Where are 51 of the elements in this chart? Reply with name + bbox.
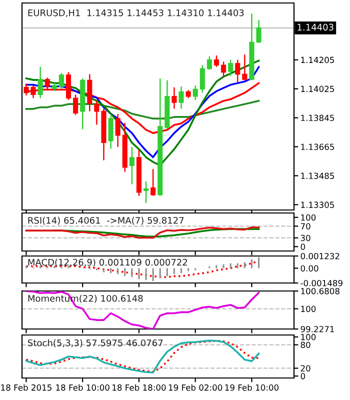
candlestick	[58, 72, 64, 90]
chart-title: RSI(14) 65.4061 ->MA(7) 59.8127	[28, 216, 184, 225]
y-tick-label: 20	[300, 365, 310, 372]
y-tick-label: 1.13845	[301, 114, 334, 122]
candlestick	[200, 64, 205, 94]
y-tick-label: 0	[300, 244, 305, 250]
ref-line-label: 1.14403	[298, 24, 334, 31]
candlestick	[129, 146, 134, 185]
candlestick	[73, 94, 78, 116]
y-tick-label: 100.6808	[301, 288, 340, 294]
candlestick	[115, 113, 120, 148]
candlestick	[172, 86, 177, 110]
candlestick	[228, 59, 234, 77]
candlestick	[221, 60, 226, 78]
y-tick-label: 1.13305	[301, 202, 334, 208]
y-tick-label: 0.00	[300, 265, 318, 272]
candlestick	[150, 168, 156, 196]
candlestick	[38, 66, 43, 99]
chart-title: MACD(12,26,9) 0.001109 0.000722	[28, 258, 187, 267]
candlestick	[108, 115, 114, 150]
y-tick-label: 1.13665	[301, 144, 334, 150]
y-tick-label: 0	[300, 373, 305, 380]
y-tick-label: 100	[301, 306, 316, 312]
candlestick	[206, 56, 212, 70]
y-tick-label: 70	[300, 223, 310, 230]
y-tick-label: 80	[300, 342, 310, 348]
chart-title: Stoch(5,3,3) 57.5975 46.0767	[28, 339, 163, 348]
x-tick-label: 18 Feb 10:00	[56, 384, 110, 391]
line-series	[25, 226, 260, 239]
candlestick	[94, 100, 100, 126]
y-tick-label: -0.001489	[300, 280, 342, 286]
y-tick-label: 1.14025	[301, 86, 334, 92]
y-tick-label: 1.14205	[301, 56, 334, 64]
y-tick-label: 100	[301, 214, 316, 221]
candlestick	[235, 59, 240, 83]
candlestick	[214, 54, 220, 68]
x-tick-label: 18 Feb 2015	[1, 384, 52, 391]
y-tick-label: 1.13485	[301, 172, 334, 179]
candlestick	[178, 86, 184, 110]
x-tick-label: 19 Feb 10:00	[225, 384, 278, 391]
y-tick-label: 30	[300, 234, 310, 242]
candlestick	[192, 84, 198, 101]
line-series	[25, 291, 260, 329]
x-tick-label: 18 Feb 18:00	[112, 384, 166, 391]
x-tick-label: 19 Feb 02:00	[168, 384, 222, 391]
y-tick-label: 99.2271	[300, 326, 334, 332]
y-tick-label: 0.001232	[300, 252, 340, 260]
text: EURUSD,H1 1.14315 1.14453 1.14310 1.14403	[28, 9, 244, 18]
candlestick	[242, 54, 248, 81]
y-tick-label: 100	[301, 334, 316, 340]
candlestick	[143, 180, 149, 204]
